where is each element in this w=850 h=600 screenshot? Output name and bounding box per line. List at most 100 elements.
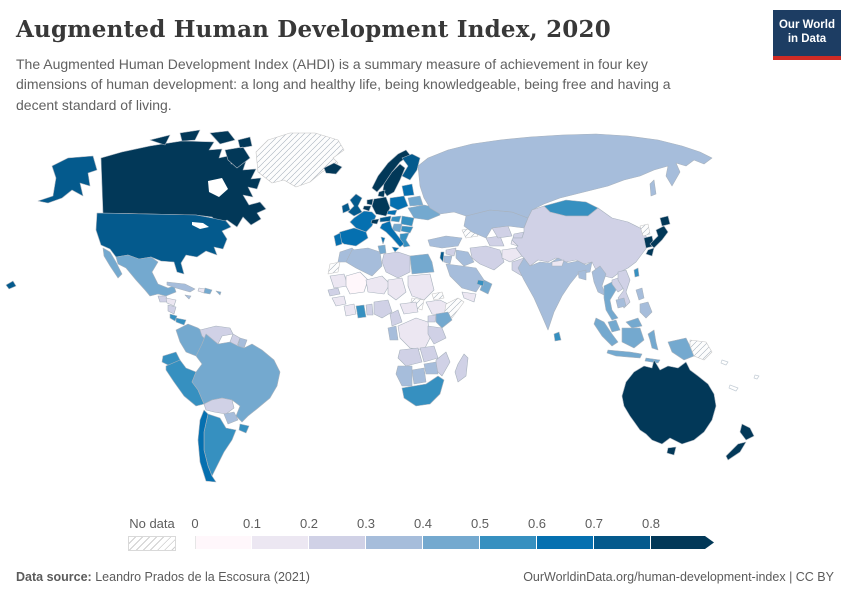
country-niger[interactable] [365, 275, 391, 295]
country-indonesia[interactable] [593, 317, 695, 364]
country-united-arab-emirates[interactable] [476, 279, 485, 287]
country-botswana[interactable] [411, 367, 427, 385]
country-libya[interactable] [381, 251, 411, 279]
country-central-african-republic[interactable] [399, 301, 419, 315]
country-canada[interactable] [100, 140, 267, 228]
country-czechia[interactable] [386, 209, 398, 216]
country-hawaii[interactable] [5, 280, 17, 290]
country-panama[interactable] [175, 317, 187, 326]
country-jamaica[interactable] [184, 294, 192, 300]
country-nicaragua[interactable] [167, 304, 177, 315]
owid-url-link[interactable]: OurWorldinData.org/human-development-ind… [523, 570, 834, 584]
legend-bin-0.7–0.8[interactable] [594, 536, 651, 549]
country-zambia[interactable] [419, 345, 439, 363]
country-netherlands[interactable] [366, 198, 374, 206]
country-syria[interactable] [445, 247, 457, 257]
legend-bin-0.2–0.3[interactable] [309, 536, 366, 549]
country-nigeria[interactable] [373, 299, 393, 319]
country-namibia[interactable] [395, 365, 413, 387]
country-hungary[interactable] [390, 215, 402, 223]
country-israel[interactable] [439, 251, 445, 263]
country-finland[interactable] [401, 153, 421, 181]
country-philippines[interactable] [635, 287, 653, 319]
country-nepal[interactable] [551, 259, 565, 267]
country-bulgaria[interactable] [400, 225, 414, 234]
legend-no-data-swatch[interactable] [128, 536, 176, 551]
legend-bin-0.6–0.7[interactable] [537, 536, 594, 549]
country-japan[interactable] [645, 215, 671, 257]
country-ghana[interactable] [355, 304, 367, 319]
country-western-sahara[interactable] [327, 261, 341, 275]
legend-bin-0.8+[interactable] [651, 536, 714, 549]
country-switzerland[interactable] [370, 218, 380, 225]
country-poland[interactable] [389, 195, 409, 211]
country-argentina[interactable] [203, 413, 237, 477]
country-angola[interactable] [397, 347, 423, 367]
country-uganda[interactable] [427, 314, 437, 323]
legend-bin-0–0.1[interactable] [195, 536, 252, 549]
country-sudan[interactable] [407, 273, 435, 301]
country-eritrea[interactable] [431, 291, 445, 301]
country-paraguay[interactable] [223, 411, 239, 425]
country-belarus[interactable] [407, 195, 424, 207]
country-puerto-rico[interactable] [215, 290, 222, 296]
country-germany[interactable] [371, 196, 391, 217]
country-brazil[interactable] [191, 333, 281, 423]
owid-logo[interactable]: Our World in Data [773, 10, 841, 60]
legend-bin-0.3–0.4[interactable] [366, 536, 423, 549]
country-mozambique[interactable] [435, 351, 451, 377]
country-italy[interactable] [379, 220, 405, 253]
country-kenya[interactable] [435, 311, 453, 329]
country-belgium[interactable] [362, 205, 372, 212]
country-romania[interactable] [400, 215, 415, 227]
country-papua-new-guinea[interactable] [689, 339, 713, 361]
country-chad[interactable] [387, 277, 407, 301]
country-togo-benin[interactable] [365, 303, 374, 316]
country-sri-lanka[interactable] [553, 331, 562, 342]
country-jordan[interactable] [443, 255, 453, 265]
country-bangladesh[interactable] [577, 269, 587, 281]
country-honduras[interactable] [165, 297, 177, 307]
country-saudi-arabia[interactable] [445, 263, 485, 293]
country-greenland[interactable] [255, 132, 345, 188]
country-taiwan[interactable] [633, 267, 640, 278]
country-cuba[interactable] [166, 281, 196, 293]
country-chile[interactable] [197, 409, 217, 483]
country-iran[interactable] [469, 245, 505, 271]
country-france[interactable] [349, 210, 377, 233]
country-malaysia[interactable] [607, 317, 643, 333]
country-australia[interactable] [621, 359, 717, 456]
country-senegal[interactable] [327, 287, 341, 297]
country-mexico[interactable] [102, 247, 177, 297]
country-united-kingdom[interactable] [347, 193, 363, 217]
country-tunisia[interactable] [377, 244, 387, 255]
country-india[interactable] [517, 257, 593, 331]
country-russia[interactable] [417, 133, 713, 219]
country-ivory-coast[interactable] [343, 303, 357, 317]
country-laos[interactable] [611, 277, 625, 293]
country-congo-gabon[interactable] [387, 325, 399, 341]
country-bolivia[interactable] [203, 397, 235, 415]
country-algeria[interactable] [345, 247, 383, 277]
country-ireland[interactable] [341, 202, 351, 214]
country-cameroon[interactable] [389, 309, 403, 327]
legend-bin-0.4–0.5[interactable] [423, 536, 480, 549]
rights-note[interactable]: OurWorldinData.org/human-development-ind… [523, 570, 834, 584]
country-costa-rica[interactable] [169, 313, 178, 322]
country-turkey[interactable] [427, 235, 463, 249]
country-afghanistan[interactable] [501, 247, 523, 263]
country-dominican-republic[interactable] [203, 287, 213, 295]
country-alaska[interactable] [37, 155, 98, 204]
country-uruguay[interactable] [238, 423, 250, 434]
country-portugal[interactable] [333, 232, 343, 247]
country-tanzania[interactable] [427, 325, 447, 345]
country-baltic-states[interactable] [401, 183, 415, 197]
legend-bin-0.5–0.6[interactable] [480, 536, 537, 549]
country-new-zealand[interactable] [725, 423, 755, 461]
country-iceland[interactable] [323, 162, 343, 175]
country-turkmenistan[interactable] [485, 235, 505, 247]
country-egypt[interactable] [409, 253, 435, 275]
country-dr-congo[interactable] [397, 317, 431, 351]
country-serbia-balkans[interactable] [391, 223, 403, 233]
country-canadian-arctic-islands[interactable] [149, 129, 253, 169]
